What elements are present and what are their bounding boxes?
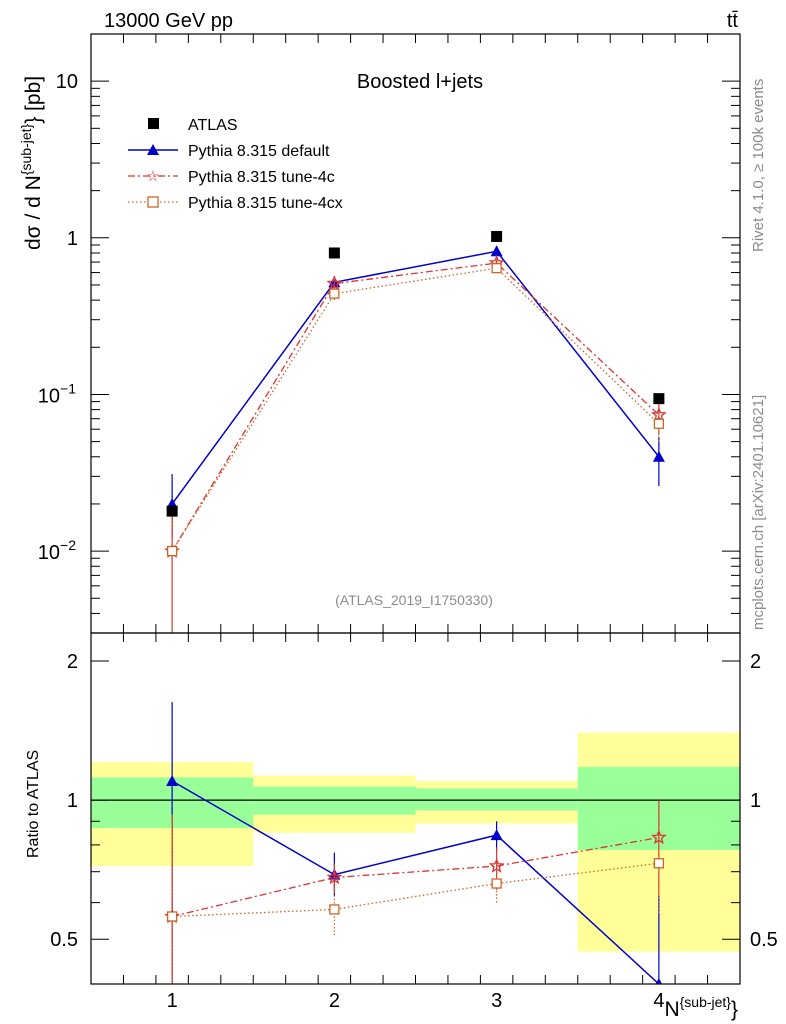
process-label: tt̄ [727, 10, 739, 32]
legend-label-default: Pythia 8.315 default [188, 143, 330, 160]
ratio-point-1-3 [488, 857, 505, 873]
ratio-tick-label-2: 2 [67, 651, 78, 673]
chart-title: Boosted l+jets [357, 71, 483, 93]
series-line-2 [171, 267, 660, 552]
series-point-2-4 [653, 418, 665, 429]
ratio-point-1-2 [326, 869, 343, 885]
y-tick-label-1: 1 [67, 228, 78, 250]
ratio-series [164, 702, 667, 984]
series-point-2-2 [329, 288, 340, 299]
x-tick-label-4: 4 [653, 990, 664, 1012]
series-point-0-4 [652, 450, 665, 462]
ratio-point-2-1 [166, 911, 178, 922]
ratio-tick-label-right-2: 2 [750, 651, 761, 673]
ratio-tick-label-right-0.5: 0.5 [750, 929, 778, 951]
legend-label-tune4c: Pythia 8.315 tune-4c [188, 169, 335, 186]
x-axis-title: N{sub-jet}} [664, 994, 738, 1021]
ratio-point-0-1 [166, 775, 179, 787]
ratio-point-2-3 [491, 878, 502, 889]
main-series [164, 230, 667, 633]
data-point-3 [491, 230, 503, 242]
legend-label-atlas: ATLAS [188, 117, 238, 134]
series-point-1-4 [650, 406, 667, 422]
ratio-band-inner-3 [415, 788, 578, 811]
ratio-point-2-2 [329, 904, 340, 915]
ratio-tick-label-1: 1 [67, 790, 78, 812]
legend-marker-atlas [148, 118, 159, 129]
y-tick-label-10: 10 [56, 71, 78, 93]
x-tick-label-1: 1 [167, 990, 178, 1012]
series-point-2-1 [166, 545, 178, 557]
legend-marker-tune4cx [147, 196, 159, 208]
y-axis-title: dσ / d N{sub-jet}} [pb] [18, 76, 45, 250]
ratio-tick-label-0.5: 0.5 [50, 929, 78, 951]
ratio-point-0-3 [490, 829, 503, 841]
y-tick-label-1e-1: 10−1 [38, 380, 76, 407]
energy-label: 13000 GeV pp [104, 10, 233, 32]
ratio-bands [91, 732, 740, 952]
ratio-line-1 [171, 836, 659, 918]
legend-label-tune4cx: Pythia 8.315 tune-4cx [188, 195, 343, 212]
analysis-label: (ATLAS_2019_I1750330) [335, 592, 493, 608]
series-point-2-3 [491, 263, 502, 274]
rivet-label: Rivet 4.1.0, ≥ 100k events [750, 79, 767, 252]
data-point-2 [328, 247, 340, 259]
legend-marker-default [147, 144, 159, 155]
ratio-tick-label-right-1: 1 [750, 790, 761, 812]
legend: ATLAS Pythia 8.315 default ☆ Pythia 8.31… [128, 117, 343, 212]
legend-marker-tune4c: ☆ [146, 168, 159, 185]
mcplots-label: mcplots.cern.ch [arXiv:2401.10621] [750, 395, 767, 630]
ratio-line-0 [171, 780, 660, 984]
series-point-0-3 [490, 245, 503, 257]
series-line-0 [171, 250, 660, 505]
x-tick-label-2: 2 [329, 990, 340, 1012]
ratio-point-1-4 [650, 829, 667, 845]
series-point-1-2 [326, 275, 343, 291]
axis-ticks [90, 33, 741, 985]
ratio-axis-title: Ratio to ATLAS [25, 750, 42, 858]
ratio-line-2 [172, 862, 659, 918]
y-tick-label-1e-2: 10−2 [38, 537, 76, 564]
ratio-point-2-4 [653, 858, 665, 869]
data-point-4 [653, 393, 665, 405]
ratio-point-0-4 [655, 978, 663, 984]
series-line-1 [171, 262, 660, 552]
x-tick-label-3: 3 [491, 990, 502, 1012]
data-point-1 [166, 505, 178, 517]
